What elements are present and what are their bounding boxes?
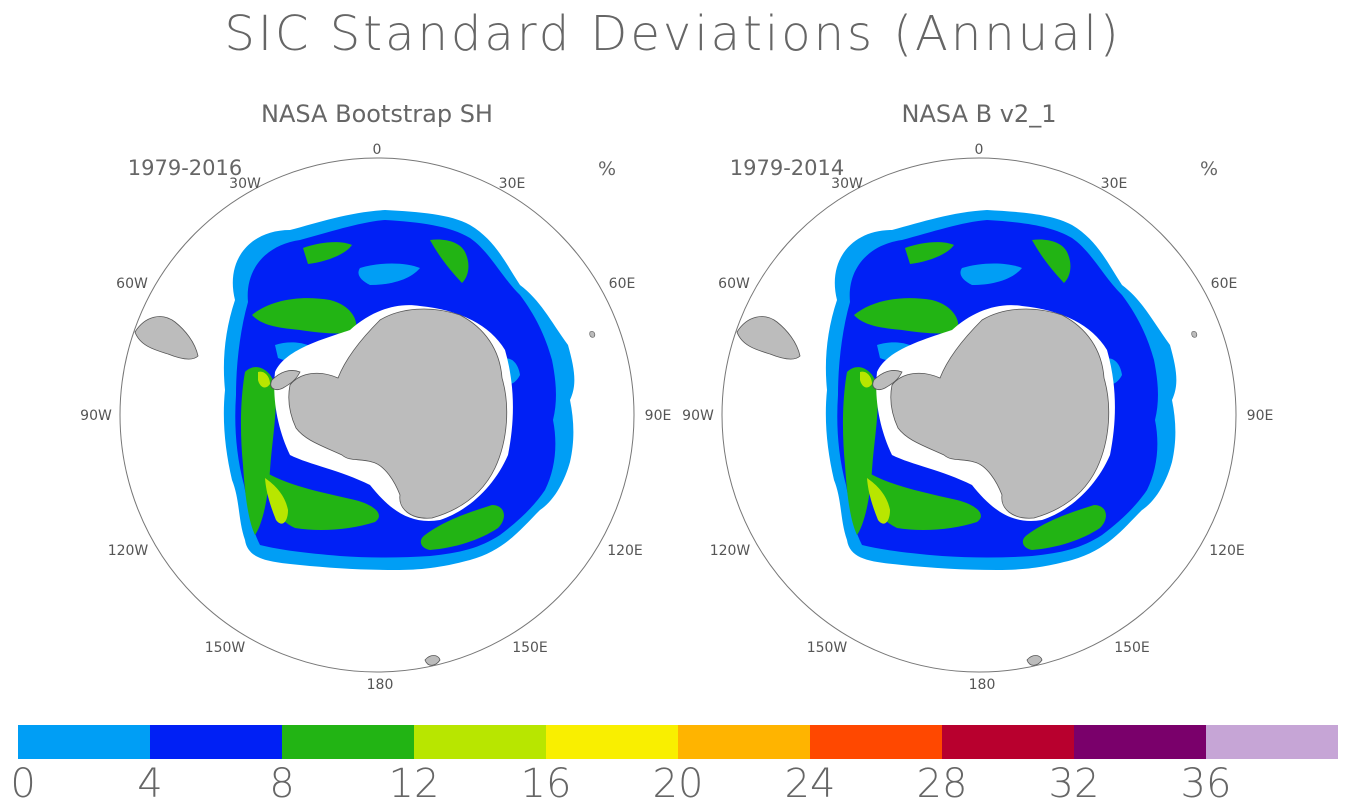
colorbar-tick-label: 0	[10, 761, 36, 807]
colorbar-segment	[1074, 725, 1206, 759]
colorbar-tick-label: 4	[137, 761, 163, 807]
colorbar-tick-label: 24	[784, 761, 836, 807]
colorbar-segment	[150, 725, 282, 759]
colorbar-tick-label: 32	[1048, 761, 1100, 807]
colorbar-segment	[942, 725, 1074, 759]
panel-period: 1979-2014	[730, 156, 844, 180]
colorbar-segment	[18, 725, 150, 759]
lon-label-60w: 60W	[116, 276, 148, 292]
main-title: SIC Standard Deviations (Annual)	[224, 6, 1122, 62]
lon-label-30e: 30E	[1101, 176, 1128, 192]
lon-label-120e: 120E	[1209, 543, 1245, 559]
lon-label-60e: 60E	[609, 276, 636, 292]
lon-label-90w: 90W	[80, 408, 112, 424]
panel-period: 1979-2016	[128, 156, 242, 180]
lon-label-60e: 60E	[1211, 276, 1238, 292]
lon-label-0: 0	[975, 142, 984, 158]
lon-label-120w: 120W	[710, 543, 751, 559]
lon-label-30e: 30E	[499, 176, 526, 192]
lon-label-150e: 150E	[1114, 640, 1150, 656]
map-panel-1: NASA Bootstrap SH 1979-2016 % 0 30W 30E …	[80, 100, 671, 693]
colorbar	[18, 725, 1338, 759]
colorbar-tick-label: 8	[269, 761, 295, 807]
panel-title: NASA Bootstrap SH	[261, 100, 493, 128]
lon-label-90e: 90E	[645, 408, 672, 424]
colorbar-tick-label: 16	[520, 761, 572, 807]
colorbar-segment	[1206, 725, 1338, 759]
lon-label-30w: 30W	[831, 176, 863, 192]
lon-label-150w: 150W	[807, 640, 848, 656]
lon-label-120e: 120E	[607, 543, 643, 559]
lon-label-180: 180	[969, 677, 996, 693]
colorbar-tick-label: 28	[916, 761, 968, 807]
unit-label: %	[1200, 158, 1218, 180]
colorbar-segment	[810, 725, 942, 759]
colorbar-segment	[414, 725, 546, 759]
colorbar-segment	[678, 725, 810, 759]
lon-label-90e: 90E	[1247, 408, 1274, 424]
colorbar-tick-label: 20	[652, 761, 704, 807]
lon-label-30w: 30W	[229, 176, 261, 192]
lon-label-120w: 120W	[108, 543, 149, 559]
lon-label-180: 180	[367, 677, 394, 693]
colorbar-tick-label: 12	[388, 761, 440, 807]
lon-label-60w: 60W	[718, 276, 750, 292]
lon-label-150e: 150E	[512, 640, 548, 656]
colorbar-segment	[546, 725, 678, 759]
colorbar-tick-label: 36	[1180, 761, 1232, 807]
unit-label: %	[598, 158, 616, 180]
maps-canvas: NASA Bootstrap SH 1979-2016 % 0 30W 30E …	[80, 100, 1273, 693]
lon-label-90w: 90W	[682, 408, 714, 424]
map-panel-2: NASA B v2_1 1979-2014 % 0 30W 30E 60W 60…	[682, 100, 1273, 693]
colorbar-segment	[282, 725, 414, 759]
lon-label-0: 0	[373, 142, 382, 158]
panel-title: NASA B v2_1	[902, 100, 1057, 128]
lon-label-150w: 150W	[205, 640, 246, 656]
